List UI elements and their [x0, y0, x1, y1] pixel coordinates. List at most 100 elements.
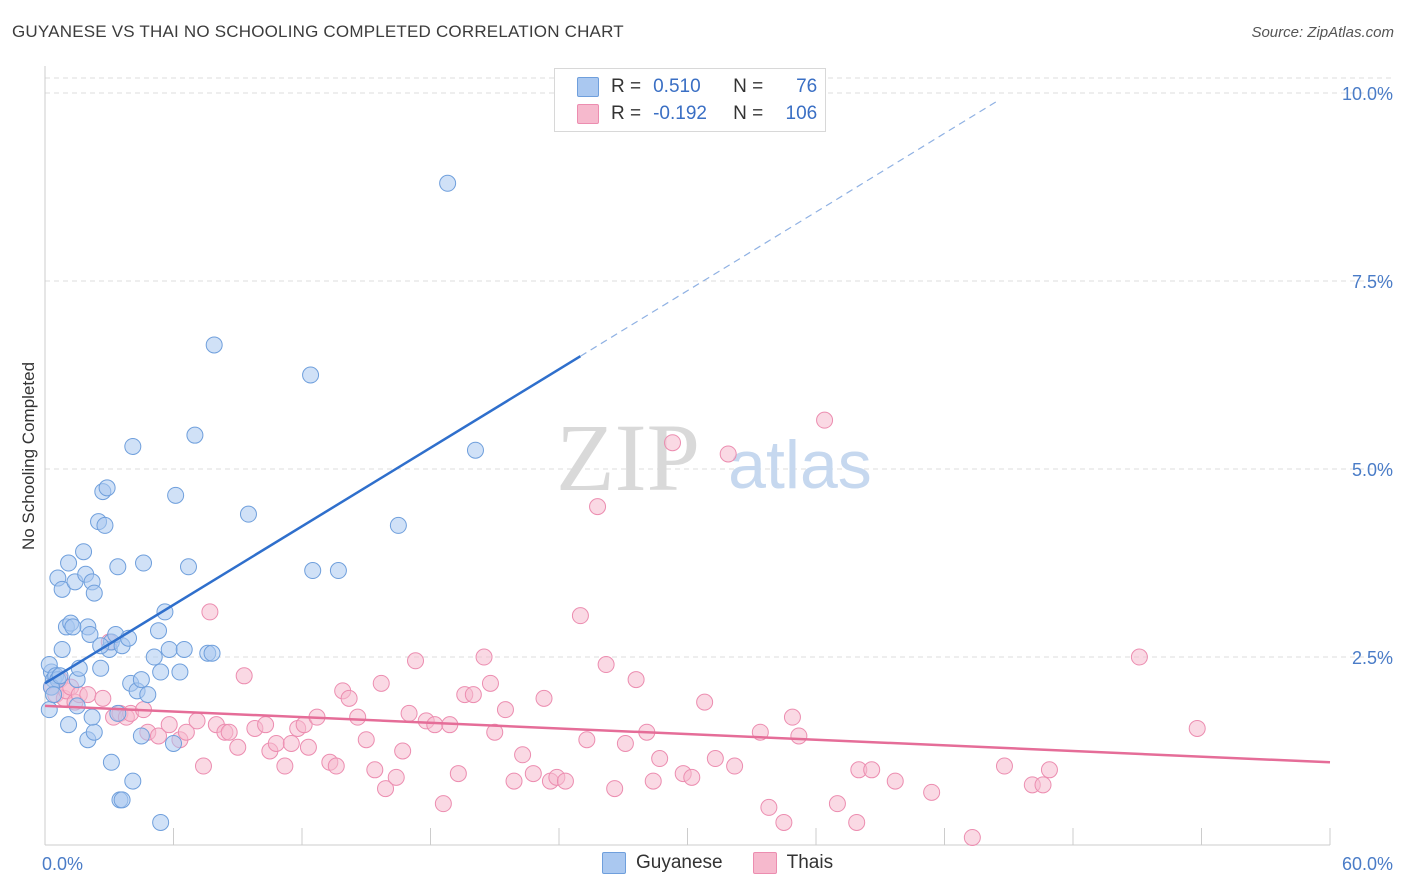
y-tick-label: 10.0% [1342, 84, 1393, 104]
legend-n-label: N = [733, 103, 764, 124]
thai-point [357, 731, 375, 749]
thai-point [627, 671, 645, 689]
guyanese-trend-line [44, 355, 582, 685]
guyanese-point [124, 772, 142, 790]
guyanese-point [165, 734, 182, 752]
guyanese-point [139, 686, 157, 704]
thai-point [706, 750, 724, 768]
data-points [40, 174, 1206, 846]
guyanese-point [53, 640, 71, 658]
thai-point [556, 772, 574, 790]
legend-n-value: 76 [796, 76, 818, 97]
guyanese-point [53, 580, 71, 598]
guyanese-point [329, 562, 347, 580]
thais-swatch [752, 852, 777, 874]
legend-n-label: N = [733, 76, 764, 97]
guyanese-point [302, 366, 320, 384]
legend-row-thais: R = -0.192 N = 106 [577, 102, 817, 126]
grid-lines [45, 77, 1395, 658]
guyanese-point [60, 716, 78, 734]
legend-r-value: -0.192 [653, 103, 707, 124]
legend-n-value: 106 [785, 103, 818, 124]
guyanese-point [167, 486, 185, 504]
thai-point [783, 708, 801, 726]
guyanese-point [160, 640, 178, 658]
thai-point [220, 723, 238, 741]
thai-point [597, 656, 615, 674]
thai-point [481, 674, 499, 692]
watermark: ZIP atlas [556, 404, 872, 511]
thai-point [514, 746, 532, 764]
guyanese-point [135, 554, 153, 572]
guyanese-point [186, 426, 204, 444]
guyanese-point [60, 554, 78, 572]
thai-point [188, 712, 206, 730]
guyanese-point [150, 622, 168, 640]
guyanese-point [85, 584, 103, 602]
thai-point [696, 693, 714, 711]
thai-point [257, 716, 275, 734]
thai-point [524, 765, 542, 783]
guyanese-point [81, 625, 99, 643]
guyanese-trend-extension [580, 100, 999, 357]
guyanese-point [75, 543, 93, 561]
guyanese-point [205, 336, 223, 354]
tick-labels: 2.5% 5.0% 7.5% 10.0% 0.0% 60.0% [42, 84, 1393, 874]
guyanese-point [83, 708, 101, 726]
thai-point [235, 667, 253, 685]
guyanese-point [439, 174, 457, 192]
guyanese-point [92, 659, 110, 677]
thai-point [726, 757, 744, 775]
guyanese-point [85, 723, 103, 741]
guyanese-point [109, 558, 127, 576]
guyanese-point [171, 663, 189, 681]
thai-point [177, 723, 195, 741]
thai-point [571, 607, 589, 625]
thai-point [267, 734, 285, 752]
thai-point [426, 716, 444, 734]
thai-point [372, 674, 390, 692]
bottom-legend: Guyanese Thais [602, 852, 863, 874]
x-tick-label: 60.0% [1342, 854, 1393, 874]
thai-point [194, 757, 212, 775]
legend: R = 0.510 N = 76 R = -0.192 N = 106 [554, 68, 826, 132]
thai-point [475, 648, 493, 666]
thai-point [377, 780, 395, 798]
thais-swatch [577, 104, 599, 124]
guyanese-point [45, 686, 63, 704]
thai-point [282, 734, 300, 752]
thai-point [1130, 648, 1148, 666]
legend-r-label: R = [611, 76, 642, 97]
thai-point [505, 772, 523, 790]
thai-point [400, 704, 418, 722]
y-axis-label: No Schooling Completed [19, 362, 38, 550]
guyanese-point [102, 753, 120, 771]
guyanese-point [304, 562, 322, 580]
guyanese-swatch [602, 852, 626, 874]
guyanese-point [98, 479, 116, 497]
thai-point [535, 689, 553, 707]
thai-point [464, 686, 482, 704]
thai-point [578, 731, 596, 749]
thai-point [201, 603, 219, 621]
guyanese-point [96, 516, 114, 534]
thai-point [387, 768, 405, 786]
guyanese-point [239, 505, 257, 523]
y-tick-label: 7.5% [1352, 272, 1393, 292]
guyanese-point [113, 791, 131, 809]
thai-point [606, 780, 624, 798]
x-tick-label: 0.0% [42, 854, 83, 874]
thai-point [1040, 761, 1058, 779]
thai-point [816, 411, 834, 429]
source-label: Source: ZipAtlas.com [1251, 24, 1394, 41]
bottom-legend-thais: Thais [752, 852, 833, 874]
thai-point [160, 716, 178, 734]
thai-point [616, 734, 634, 752]
legend-row-guyanese: R = 0.510 N = 76 [577, 75, 817, 99]
y-tick-label: 5.0% [1352, 460, 1393, 480]
guyanese-point [179, 558, 197, 576]
watermark-atlas: atlas [728, 427, 872, 503]
thai-point [486, 723, 504, 741]
bottom-legend-guyanese: Guyanese [602, 852, 723, 874]
